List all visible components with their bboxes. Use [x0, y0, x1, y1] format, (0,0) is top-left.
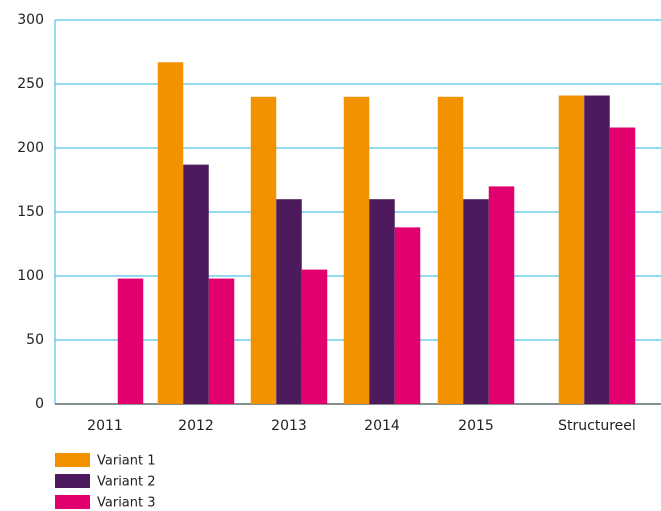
y-tick-label: 0	[35, 396, 44, 412]
bar	[488, 186, 515, 404]
bar	[343, 96, 370, 405]
y-tick-label: 100	[17, 268, 44, 284]
bar	[609, 127, 636, 405]
bar	[157, 62, 184, 405]
x-tick-label: 2011	[87, 418, 123, 434]
bar	[117, 278, 144, 404]
bar	[584, 95, 610, 405]
y-tick-label: 50	[26, 332, 44, 348]
x-tick-label: 2015	[458, 418, 494, 434]
bar	[276, 199, 302, 404]
bar	[183, 164, 209, 404]
x-tick-label: 2013	[271, 418, 307, 434]
y-tick-label: 300	[17, 12, 44, 28]
legend-swatch	[55, 453, 90, 467]
y-tick-label: 150	[17, 204, 44, 220]
legend-label: Variant 2	[97, 475, 156, 490]
bar	[558, 95, 585, 405]
legend-label: Variant 3	[97, 496, 156, 511]
y-tick-label: 200	[17, 140, 44, 156]
x-tick-label: Structureel	[558, 418, 636, 434]
bar	[301, 269, 328, 404]
legend-swatch	[55, 495, 90, 509]
bar	[369, 199, 395, 404]
bar	[437, 96, 464, 405]
legend-swatch	[55, 474, 90, 488]
bar	[208, 278, 235, 404]
bar	[394, 227, 421, 404]
x-tick-label: 2012	[178, 418, 214, 434]
bar	[250, 96, 277, 405]
x-tick-label: 2014	[364, 418, 400, 434]
legend-label: Variant 1	[97, 454, 156, 469]
y-tick-label: 250	[17, 76, 44, 92]
bar	[463, 199, 489, 404]
